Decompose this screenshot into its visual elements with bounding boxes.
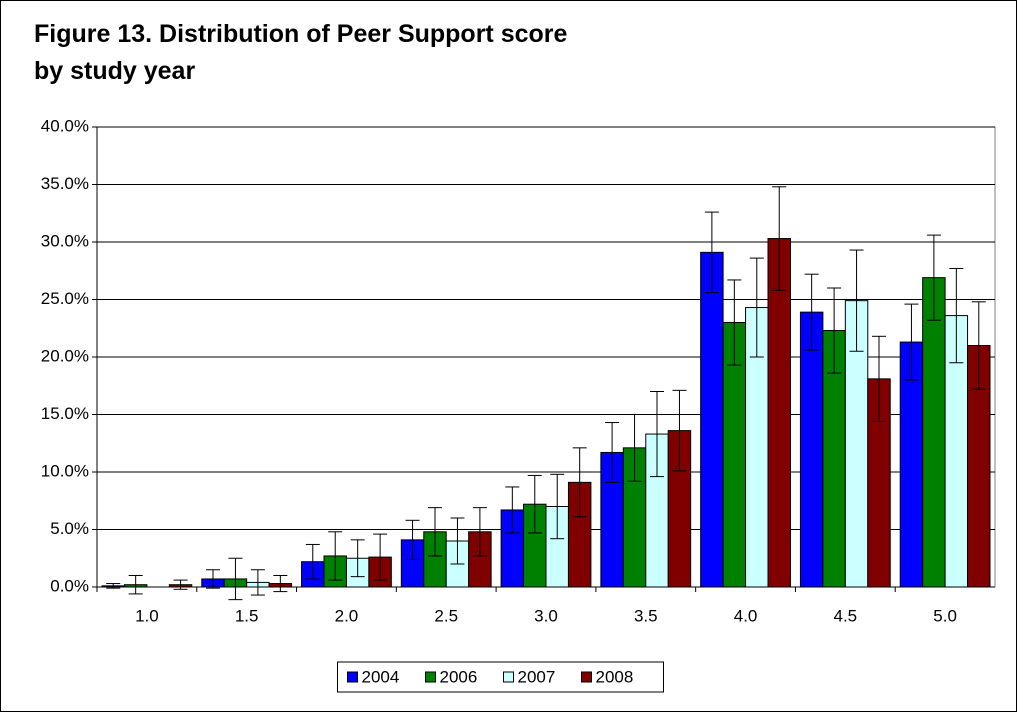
x-tick-label: 5.0 bbox=[933, 606, 957, 625]
error-bar bbox=[605, 422, 620, 483]
bar bbox=[700, 251, 724, 588]
error-bar bbox=[505, 486, 520, 534]
error-bar bbox=[872, 335, 887, 422]
error-bar bbox=[350, 539, 365, 578]
x-tick-label: 4.0 bbox=[734, 606, 758, 625]
error-bar bbox=[173, 579, 188, 590]
error-bar bbox=[804, 273, 819, 351]
legend-label: 2004 bbox=[362, 667, 400, 686]
x-tick-label: 2.0 bbox=[335, 606, 359, 625]
error-bar bbox=[971, 301, 986, 390]
x-tick-label: 3.0 bbox=[534, 606, 558, 625]
legend-swatch bbox=[347, 671, 358, 683]
x-tick-label: 2.5 bbox=[434, 606, 458, 625]
error-bar bbox=[205, 569, 220, 589]
error-bar bbox=[106, 583, 121, 589]
error-bar bbox=[772, 186, 787, 291]
error-bar bbox=[949, 267, 964, 364]
y-tick-label: 0.0% bbox=[50, 576, 89, 595]
bar bbox=[922, 277, 946, 588]
error-bar bbox=[749, 257, 764, 358]
error-bar bbox=[904, 303, 919, 381]
error-bar bbox=[704, 211, 719, 294]
y-tick-label: 15.0% bbox=[41, 404, 89, 423]
error-bar bbox=[627, 414, 642, 482]
y-tick-label: 35.0% bbox=[41, 174, 89, 193]
y-tick-label: 30.0% bbox=[41, 231, 89, 250]
bar bbox=[767, 238, 791, 588]
error-bar bbox=[405, 519, 420, 560]
error-bar bbox=[527, 474, 542, 534]
bar bbox=[799, 311, 824, 588]
error-bar bbox=[128, 575, 143, 595]
legend-swatch bbox=[581, 671, 592, 683]
error-bar bbox=[427, 507, 442, 557]
x-tick-label: 1.0 bbox=[135, 606, 159, 625]
error-bar bbox=[472, 507, 487, 557]
legend-box bbox=[337, 661, 664, 693]
chart-title: Figure 13. Distribution of Peer Support … bbox=[34, 20, 568, 85]
error-bar bbox=[650, 391, 665, 478]
error-bar bbox=[373, 533, 388, 581]
error-bar bbox=[550, 473, 565, 540]
error-bar bbox=[849, 249, 864, 352]
x-tick-label: 1.5 bbox=[235, 606, 259, 625]
error-bar bbox=[328, 531, 343, 581]
y-tick-label: 20.0% bbox=[41, 346, 89, 365]
x-tick-label: 4.5 bbox=[834, 606, 858, 625]
error-bar bbox=[727, 279, 742, 366]
y-tick-label: 40.0% bbox=[41, 116, 89, 135]
error-bar bbox=[827, 287, 842, 374]
error-bar bbox=[305, 543, 320, 580]
legend-swatch bbox=[503, 671, 514, 683]
legend-label: 2007 bbox=[518, 667, 556, 686]
y-tick-label: 25.0% bbox=[41, 289, 89, 308]
error-bar bbox=[672, 389, 687, 472]
y-tick-label: 10.0% bbox=[41, 461, 89, 480]
legend-swatch bbox=[425, 671, 436, 683]
y-tick-label: 5.0% bbox=[50, 519, 89, 538]
legend-label: 2008 bbox=[596, 667, 634, 686]
error-bar bbox=[450, 517, 465, 565]
error-bar bbox=[572, 447, 587, 518]
error-bar bbox=[250, 569, 265, 596]
error-bar bbox=[273, 575, 288, 593]
x-tick-label: 3.5 bbox=[634, 606, 658, 625]
error-bar bbox=[228, 557, 243, 601]
error-bar bbox=[926, 234, 941, 321]
legend-label: 2006 bbox=[440, 667, 478, 686]
